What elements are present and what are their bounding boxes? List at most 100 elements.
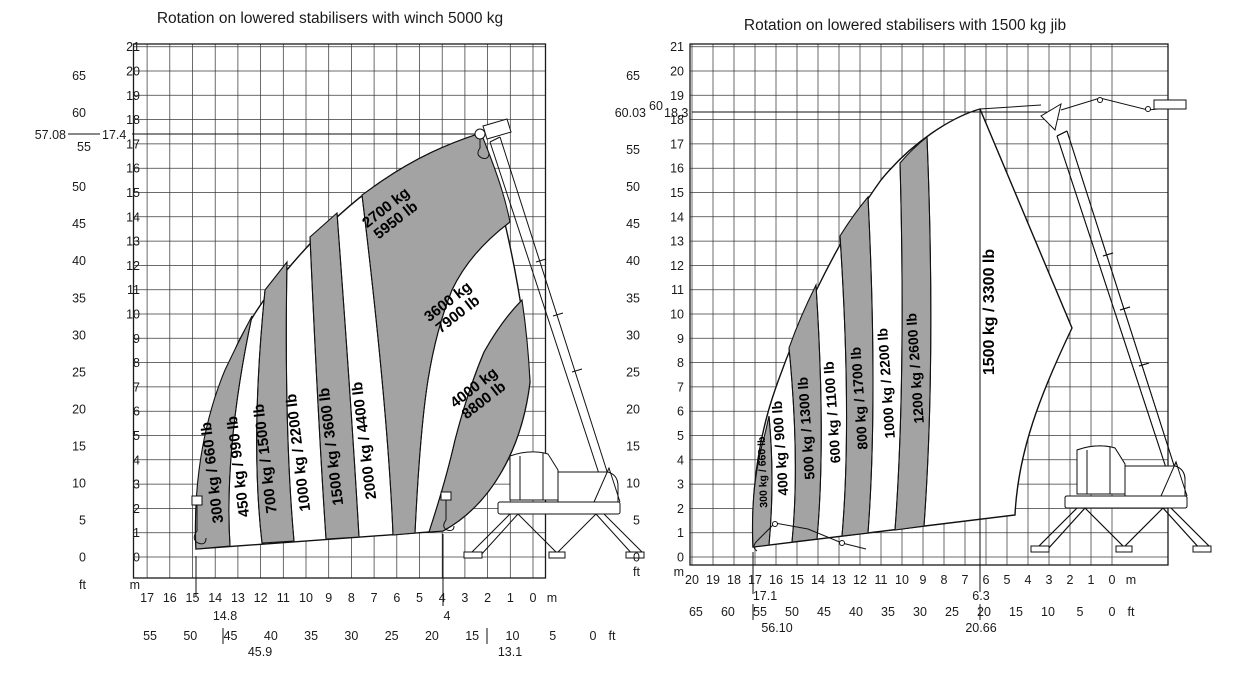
tick-label: 16 [126, 162, 140, 176]
tick-label: 17 [140, 591, 154, 605]
tick-label: 40 [72, 254, 86, 268]
tick-label: m [674, 565, 684, 579]
tick-label: 25 [945, 605, 959, 619]
tick-label: 65 [689, 605, 703, 619]
tick-label: 21 [126, 40, 140, 54]
left-axis-labels: 2120191817161514131211109876543210m65605… [72, 40, 616, 659]
cab-window [519, 453, 544, 500]
cab [509, 451, 559, 501]
tick-label: 50 [183, 629, 197, 643]
tick-label: 5 [1077, 605, 1084, 619]
right-chart: Rotation on lowered stabilisers with 150… [615, 17, 1212, 635]
tick-label: 13 [670, 235, 684, 249]
tick-label: 16 [769, 573, 783, 587]
tick-label: 25 [385, 629, 399, 643]
tick-label: 11 [277, 591, 290, 605]
tick-label: 4 [677, 453, 684, 467]
tick-label: 13 [832, 573, 846, 587]
tick-label: 10 [670, 308, 684, 322]
stabilizer-legs [471, 513, 643, 557]
tick-label: 10 [506, 629, 520, 643]
tick-label: 21 [670, 40, 684, 54]
tick-label: 3 [133, 478, 140, 492]
tick-label: 0 [530, 591, 537, 605]
tick-label: 9 [133, 332, 140, 346]
tick-label: 50 [626, 180, 640, 194]
tick-label: 15 [790, 573, 804, 587]
tick-label: 30 [72, 328, 86, 342]
jib-drawing-lowered [753, 521, 867, 552]
tick-label: 20 [72, 402, 86, 416]
zone-label: 500 kg / 1300 lb [794, 377, 817, 481]
tick-label: 2 [1067, 573, 1074, 587]
tick-label: 1 [507, 591, 514, 605]
tick-label: 8 [941, 573, 948, 587]
tick-label: 0 [79, 551, 86, 565]
left-chart-title: Rotation on lowered stabilisers with win… [157, 10, 503, 27]
tick-label: 17 [670, 137, 684, 151]
boom-section-marks [535, 258, 583, 373]
tick-label: 10 [1041, 605, 1055, 619]
right-plot-border [689, 43, 1169, 566]
tick-label: 20 [425, 629, 439, 643]
tick-label: 15 [126, 186, 140, 200]
turret-body [557, 471, 619, 503]
tick-label: 3 [461, 591, 468, 605]
tick-label: 55 [626, 143, 640, 157]
zone-label: 400 kg / 900 lb [769, 400, 792, 496]
tick-label: 7 [133, 380, 140, 394]
tick-label: 11 [875, 573, 888, 587]
tick-label: 50 [72, 180, 86, 194]
machine-drawing [463, 118, 645, 559]
tick-label: 5 [633, 513, 640, 527]
boom-mount [593, 466, 621, 503]
tick-label: 0 [590, 629, 597, 643]
tick-label: 12 [853, 573, 867, 587]
left-chart: Rotation on lowered stabilisers with win… [35, 10, 645, 659]
tick-label: 10 [895, 573, 909, 587]
tick-label: 2 [133, 502, 140, 516]
zone-label: 1500 kg / 3300 lb [981, 249, 998, 376]
tick-label: 8 [133, 356, 140, 370]
tick-label: 10 [299, 591, 313, 605]
tick-label: 35 [304, 629, 318, 643]
tick-label: 4 [133, 453, 140, 467]
tick-label: ft [609, 629, 616, 643]
tick-label: 50 [785, 605, 799, 619]
tick-label: 4 [1025, 573, 1032, 587]
tick-label: 6 [393, 591, 400, 605]
tick-label: 6 [133, 405, 140, 419]
tick-label: 15 [670, 186, 684, 200]
tick-label: 14.8 [213, 609, 237, 623]
tick-label: 6 [677, 405, 684, 419]
tick-label: 35 [72, 291, 86, 305]
tick-label: 13 [231, 591, 245, 605]
tick-label: ft [79, 578, 86, 592]
height-marker-ft: 57.08 [35, 128, 66, 142]
tick-label: 17.1 [753, 589, 777, 603]
tick-label: 5 [133, 429, 140, 443]
tick-label: 12 [670, 259, 684, 273]
tick-label: 15 [186, 591, 200, 605]
tick-label: 16 [670, 162, 684, 176]
boom-head [482, 118, 512, 140]
tick-label: 20 [670, 65, 684, 79]
tick-label: 30 [913, 605, 927, 619]
tick-label: 45 [224, 629, 238, 643]
tick-label: 20 [685, 573, 699, 587]
machine-drawing [1030, 130, 1212, 553]
tick-label: 8 [677, 356, 684, 370]
tick-label: 56.10 [761, 621, 792, 635]
tick-label: 0 [677, 551, 684, 565]
tick-label: 15 [626, 439, 640, 453]
tick-label: 16 [163, 591, 177, 605]
tick-label: 9 [920, 573, 927, 587]
boom [489, 136, 613, 490]
tick-label: 19 [706, 573, 720, 587]
tick-label: 5 [416, 591, 423, 605]
tick-label: 5 [1004, 573, 1011, 587]
height-marker-ft: 60.03 [615, 106, 646, 120]
tick-label: 11 [127, 283, 140, 297]
tick-label: 4 [439, 591, 446, 605]
